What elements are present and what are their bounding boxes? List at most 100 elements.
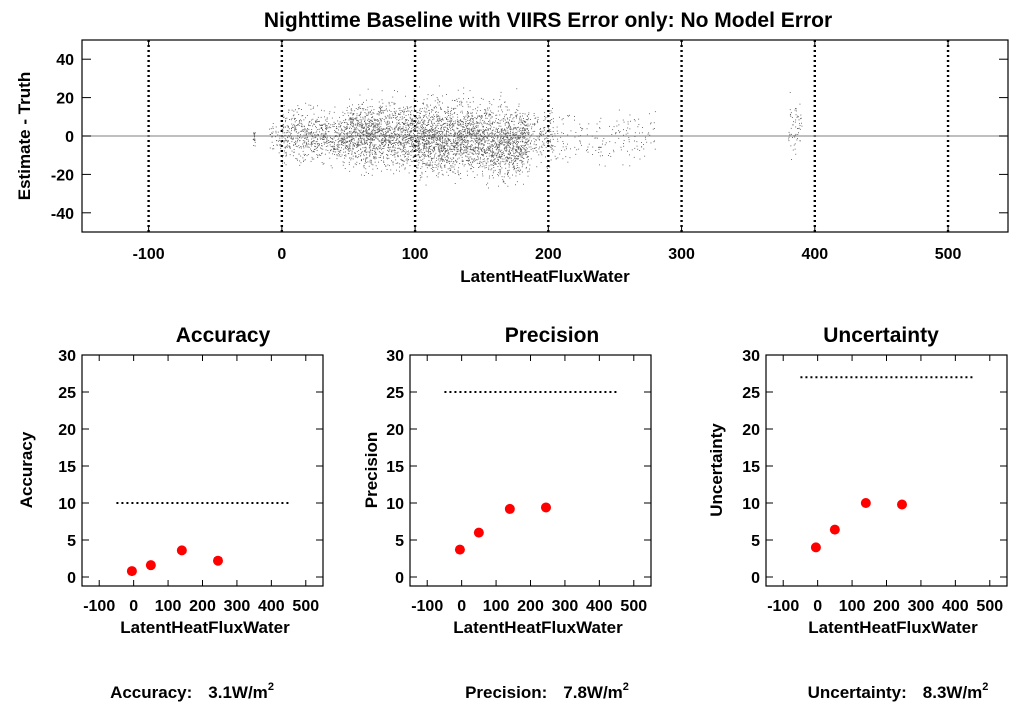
scatter-point [520, 156, 522, 158]
scatter-point [312, 136, 313, 137]
scatter-point [513, 137, 515, 139]
scatter-point [341, 141, 343, 143]
scatter-point [492, 154, 494, 156]
scatter-point [318, 135, 319, 136]
scatter-point [425, 184, 427, 186]
scatter-point [304, 128, 306, 130]
scatter-point [424, 111, 426, 113]
scatter-point [349, 146, 351, 148]
scatter-point [323, 162, 325, 164]
scatter-point [446, 141, 447, 143]
scatter-point [525, 154, 527, 156]
scatter-point [395, 113, 396, 114]
scatter-point [499, 134, 501, 135]
scatter-point [465, 132, 467, 134]
scatter-point [482, 173, 483, 175]
scatter-point [798, 127, 800, 129]
scatter-point [411, 122, 413, 124]
scatter-point [386, 130, 388, 132]
scatter-point [429, 161, 431, 163]
scatter-point [395, 134, 397, 135]
scatter-point [618, 130, 619, 132]
scatter-point [382, 138, 383, 140]
scatter-point [511, 155, 513, 156]
scatter-point [370, 113, 372, 115]
scatter-point [618, 109, 620, 111]
scatter-point [432, 161, 434, 163]
scatter-point [326, 137, 328, 139]
scatter-point [315, 127, 317, 129]
scatter-point [402, 142, 404, 144]
scatter-point [498, 175, 499, 177]
scatter-point [305, 141, 307, 143]
scatter-point [461, 161, 463, 162]
scatter-point [410, 130, 412, 132]
scatter-point [342, 141, 344, 143]
scatter-point [373, 156, 375, 158]
scatter-point [394, 150, 396, 151]
scatter-point [514, 112, 516, 114]
scatter-point [371, 129, 373, 131]
scatter-point [312, 125, 314, 127]
scatter-point [340, 124, 342, 126]
scatter-point [271, 136, 273, 138]
scatter-point [569, 114, 570, 116]
scatter-point [334, 144, 335, 146]
scatter-point [522, 129, 524, 131]
scatter-point [634, 147, 636, 149]
scatter-point [409, 138, 411, 139]
scatter-point [485, 129, 487, 130]
scatter-point [587, 146, 589, 148]
scatter-point [477, 155, 479, 157]
scatter-point [466, 101, 468, 103]
scatter-point [304, 145, 306, 147]
scatter-point [503, 137, 504, 138]
scatter-point [332, 146, 334, 148]
scatter-point [467, 132, 468, 133]
scatter-point [374, 136, 376, 138]
scatter-point [368, 139, 370, 140]
scatter-point [491, 175, 493, 176]
scatter-point [331, 117, 333, 119]
scatter-point [439, 135, 441, 137]
scatter-point [460, 111, 462, 113]
scatter-point [389, 114, 391, 116]
scatter-point [487, 161, 489, 163]
scatter-point [343, 139, 345, 141]
scatter-point [414, 149, 416, 151]
scatter-point [434, 100, 436, 102]
scatter-point [498, 156, 500, 157]
scatter-point [362, 143, 364, 145]
scatter-point [340, 130, 342, 132]
scatter-point [594, 137, 596, 139]
scatter-point [507, 185, 509, 187]
scatter-point [420, 129, 421, 131]
scatter-point [412, 151, 414, 153]
scatter-point [491, 133, 493, 135]
scatter-point [352, 132, 353, 134]
scatter-point [405, 128, 407, 130]
scatter-point [478, 158, 480, 160]
scatter-point [346, 110, 348, 111]
scatter-point [302, 145, 304, 147]
scatter-point [325, 137, 326, 138]
scatter-point [360, 116, 362, 118]
scatter-point [472, 101, 474, 103]
scatter-point [384, 136, 386, 137]
scatter-point [408, 124, 410, 125]
scatter-point [283, 136, 285, 138]
scatter-point [359, 144, 360, 146]
scatter-point [507, 122, 509, 124]
scatter-point [300, 119, 301, 121]
scatter-point [403, 109, 405, 111]
scatter-point [437, 147, 439, 149]
scatter-point [482, 175, 484, 177]
scatter-point [410, 113, 411, 115]
scatter-point [509, 135, 511, 137]
scatter-point [398, 127, 400, 128]
scatter-point [550, 139, 551, 141]
scatter-point [454, 140, 456, 142]
scatter-point [502, 111, 503, 113]
scatter-point [524, 122, 526, 123]
scatter-point [367, 144, 368, 145]
